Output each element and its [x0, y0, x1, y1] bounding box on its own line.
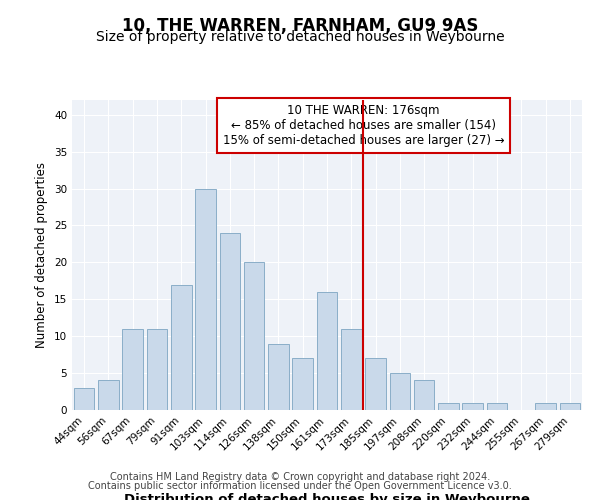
Bar	[146, 329, 167, 410]
Bar	[463, 402, 483, 410]
X-axis label: Distribution of detached houses by size in Weybourne: Distribution of detached houses by size …	[124, 494, 530, 500]
Bar	[317, 292, 337, 410]
Text: 10 THE WARREN: 176sqm
← 85% of detached houses are smaller (154)
15% of semi-det: 10 THE WARREN: 176sqm ← 85% of detached …	[223, 104, 504, 146]
Bar	[268, 344, 289, 410]
Text: Contains public sector information licensed under the Open Government Licence v3: Contains public sector information licen…	[88, 481, 512, 491]
Bar	[535, 402, 556, 410]
Bar	[244, 262, 265, 410]
Bar	[98, 380, 119, 410]
Text: Size of property relative to detached houses in Weybourne: Size of property relative to detached ho…	[95, 30, 505, 44]
Bar	[195, 188, 216, 410]
Bar	[414, 380, 434, 410]
Bar	[487, 402, 508, 410]
Bar	[292, 358, 313, 410]
Bar	[341, 329, 362, 410]
Bar	[438, 402, 459, 410]
Bar	[560, 402, 580, 410]
Bar	[220, 233, 240, 410]
Text: Contains HM Land Registry data © Crown copyright and database right 2024.: Contains HM Land Registry data © Crown c…	[110, 472, 490, 482]
Bar	[74, 388, 94, 410]
Bar	[122, 329, 143, 410]
Text: 10, THE WARREN, FARNHAM, GU9 9AS: 10, THE WARREN, FARNHAM, GU9 9AS	[122, 18, 478, 36]
Bar	[171, 284, 191, 410]
Bar	[389, 373, 410, 410]
Y-axis label: Number of detached properties: Number of detached properties	[35, 162, 49, 348]
Bar	[365, 358, 386, 410]
